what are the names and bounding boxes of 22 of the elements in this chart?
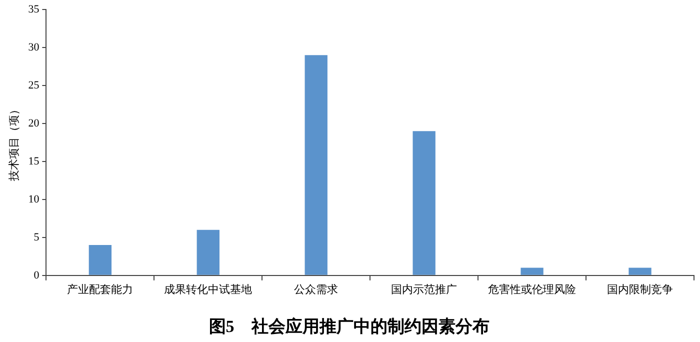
x-tick-label: 成果转化中试基地 [164, 282, 252, 296]
text: 图5 社会应用推广中的制约因素分布 [208, 317, 490, 336]
bar [304, 55, 328, 275]
x-tick-label: 国内限制竞争 [607, 282, 674, 296]
bar [412, 131, 436, 275]
bar [196, 230, 220, 275]
y-tick-label: 35 [28, 3, 40, 16]
bar [520, 268, 544, 275]
y-tick-label: 20 [28, 117, 40, 130]
y-tick-label: 5 [34, 231, 40, 244]
bar [628, 268, 652, 275]
x-tick-label: 公众需求 [294, 282, 338, 296]
x-tick-label: 产业配套能力 [67, 282, 134, 296]
y-axis-title: 技术项目（项） [7, 104, 20, 182]
y-tick-label: 15 [28, 155, 40, 168]
y-tick-label: 30 [28, 41, 40, 54]
x-tick-label: 国内示范推广 [391, 282, 458, 296]
y-tick-label: 0 [34, 269, 40, 282]
x-tick-label: 危害性或伦理风险 [488, 282, 576, 296]
bar [88, 245, 112, 275]
y-tick-label: 10 [28, 193, 40, 206]
y-tick-label: 25 [28, 79, 40, 92]
